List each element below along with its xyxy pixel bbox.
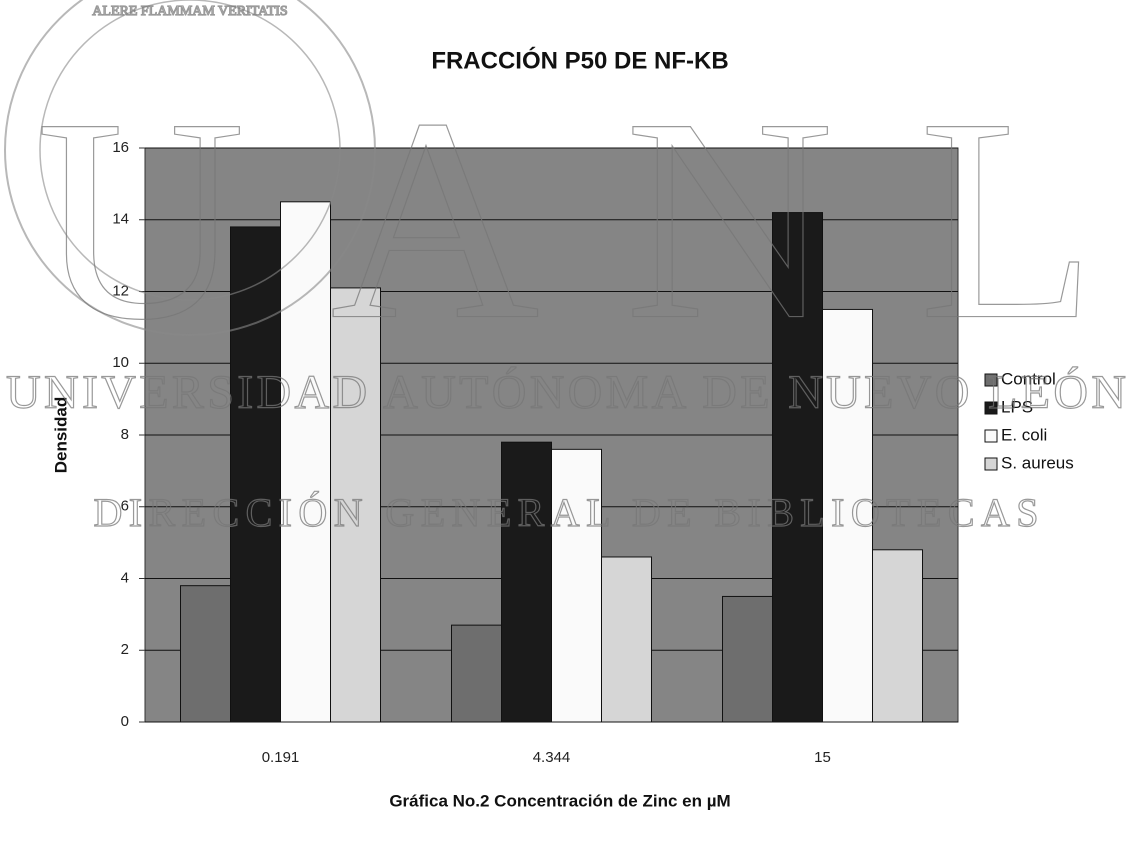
x-tick-label: 15 — [814, 749, 831, 766]
y-axis-label: Densidad — [51, 397, 70, 474]
x-tick-label: 4.344 — [533, 749, 571, 766]
legend-label: Control — [1001, 369, 1056, 388]
legend-swatch — [984, 401, 998, 415]
bar — [280, 201, 331, 723]
seal-ring — [39, 0, 341, 301]
chart-title: FRACCIÓN P50 DE NF-KB — [431, 46, 728, 74]
bar — [722, 595, 773, 723]
bar — [601, 556, 652, 723]
legend-swatch — [984, 373, 998, 387]
y-tick-label: 2 — [121, 641, 129, 658]
seal-text: ALERE FLAMMAM VERITATIS — [92, 4, 287, 19]
x-tick-label: 0.191 — [262, 749, 300, 766]
bar — [822, 308, 873, 723]
y-tick-label: 4 — [121, 569, 129, 586]
y-tick-label: 12 — [112, 282, 129, 299]
x-axis-label: Gráfica No.2 Concentración de Zinc en µM — [389, 791, 730, 810]
legend-label: LPS — [1001, 397, 1033, 416]
legend-label: S. aureus — [1001, 453, 1074, 472]
y-tick-label: 16 — [112, 139, 129, 156]
bar — [451, 624, 502, 723]
bar — [872, 549, 923, 723]
legend-swatch — [984, 457, 998, 471]
bar — [180, 585, 231, 723]
legend-label: E. coli — [1001, 425, 1047, 444]
y-tick-label: 10 — [112, 354, 129, 371]
bar — [772, 212, 823, 723]
watermark-line: DIRECCIÓN GENERAL DE BIBLIOTECAS — [94, 490, 1039, 535]
y-tick-label: 6 — [121, 498, 129, 515]
legend-swatch — [984, 429, 998, 443]
seal-ring — [4, 0, 376, 336]
plot-area: 0 2 4 6 8 10 12 14 16 0.191 4.344 15 Control LPS E. co… — [112, 139, 1073, 766]
y-tick-label: 14 — [112, 211, 129, 228]
bar — [501, 441, 552, 723]
y-tick-label: 0 — [121, 713, 129, 730]
bar — [330, 287, 381, 723]
y-tick-label: 8 — [121, 426, 129, 443]
